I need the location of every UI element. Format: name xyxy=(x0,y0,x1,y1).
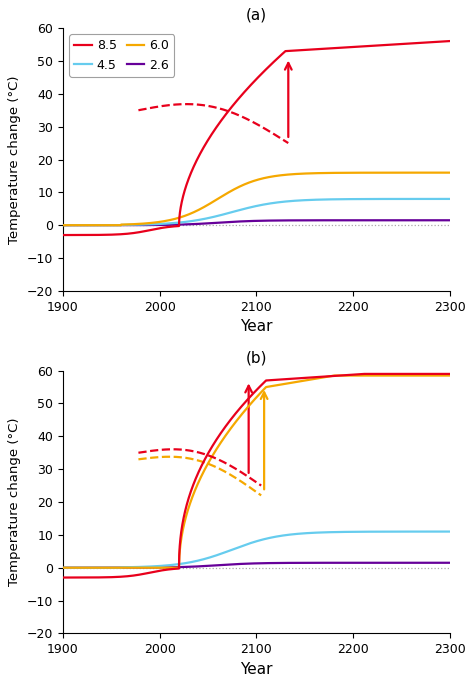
Legend: 8.5, 4.5, 6.0, 2.6: 8.5, 4.5, 6.0, 2.6 xyxy=(69,34,174,77)
Y-axis label: Temperature change (°C): Temperature change (°C) xyxy=(9,418,21,586)
Y-axis label: Temperature change (°C): Temperature change (°C) xyxy=(9,75,21,244)
Text: (b): (b) xyxy=(246,350,267,365)
Text: (a): (a) xyxy=(246,8,267,23)
X-axis label: Year: Year xyxy=(240,662,273,677)
X-axis label: Year: Year xyxy=(240,319,273,334)
